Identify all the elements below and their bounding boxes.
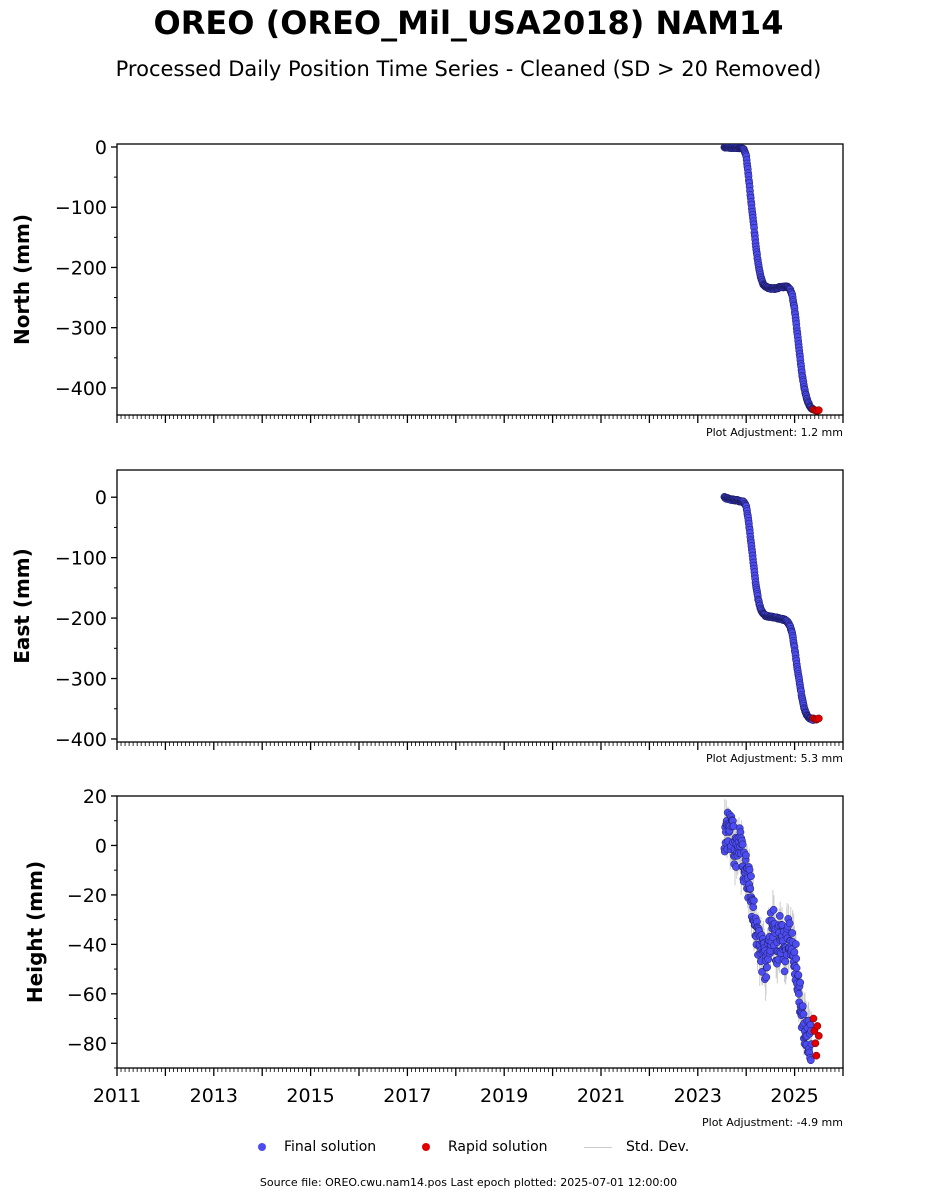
rapid-marker-icon <box>422 1143 430 1151</box>
final-point <box>758 967 766 976</box>
chart-subtitle: Processed Daily Position Time Series - C… <box>115 57 822 81</box>
final-point <box>792 940 800 948</box>
rapid-point <box>814 1032 823 1040</box>
y-tick-label: −20 <box>67 885 107 907</box>
final-point <box>792 954 801 963</box>
data-layer <box>720 799 823 1065</box>
y-tick-label: −400 <box>55 729 107 751</box>
final-point <box>742 851 750 860</box>
legend-std: Std. Dev. <box>584 1136 689 1158</box>
final-point <box>788 929 797 937</box>
y-tick-label: −300 <box>55 318 107 340</box>
y-tick-label: −40 <box>67 934 107 956</box>
x-tick-label: 2011 <box>93 1085 141 1107</box>
y-tick-label: −60 <box>67 984 107 1006</box>
final-point <box>794 990 803 998</box>
final-point <box>796 978 805 987</box>
legend-std-label: Std. Dev. <box>626 1139 690 1155</box>
data-layer <box>720 493 823 724</box>
rapid-point <box>812 1051 821 1060</box>
rapid-point <box>809 1014 818 1023</box>
final-point <box>798 1002 807 1010</box>
plot-adjustment: Plot Adjustment: 5.3 mm <box>706 752 843 765</box>
chart-title: OREO (OREO_Mil_USA2018) NAM14 <box>153 4 784 42</box>
final-point <box>747 872 755 881</box>
x-tick-label: 2013 <box>190 1085 238 1107</box>
legend-final: Final solution <box>258 1136 376 1158</box>
plot-adjustment: Plot Adjustment: 1.2 mm <box>706 426 843 439</box>
y-axis-label: North (mm) <box>10 214 34 345</box>
y-tick-label: −100 <box>55 197 107 219</box>
y-tick-label: −200 <box>55 257 107 279</box>
y-axis-label: Height (mm) <box>23 861 47 1003</box>
final-point <box>762 973 771 982</box>
final-point <box>769 905 778 914</box>
x-tick-label: 2015 <box>286 1085 334 1107</box>
x-tick-label: 2021 <box>577 1085 625 1107</box>
plot-adjustment: Plot Adjustment: -4.9 mm <box>702 1116 843 1129</box>
legend-rapid-label: Rapid solution <box>448 1139 548 1155</box>
source-footer: Source file: OREO.cwu.nam14.pos Last epo… <box>259 1176 678 1189</box>
x-tick-label: 2023 <box>674 1085 722 1107</box>
rapid-point <box>814 406 823 415</box>
final-marker-icon <box>258 1143 266 1151</box>
chart-panel-3: 20 0 −20 −40 −60 −80 2011 2013 2015 2017 2019 2021 2… <box>23 786 844 1129</box>
final-point <box>781 957 790 966</box>
y-tick-label: −200 <box>55 608 107 630</box>
final-point <box>763 963 771 972</box>
final-point <box>750 896 758 905</box>
legend: Final solution Rapid solution Std. Dev. <box>0 1136 937 1158</box>
y-tick-label: 0 <box>95 137 107 159</box>
final-point <box>799 1010 808 1018</box>
rapid-point <box>814 714 823 723</box>
chart-panel-1: 0 −100 −200 −300 −400 North (mm) Plot Adjustme… <box>10 137 844 439</box>
y-tick-label: 0 <box>95 487 107 509</box>
y-tick-label: −300 <box>55 669 107 691</box>
final-point <box>738 840 747 849</box>
final-point <box>792 964 801 972</box>
final-point <box>806 1056 815 1065</box>
data-layer <box>720 144 823 415</box>
y-tick-label: 0 <box>95 835 107 857</box>
final-point <box>746 884 755 893</box>
y-tick-label: −100 <box>55 548 107 570</box>
y-tick-label: 20 <box>83 786 107 808</box>
final-point <box>794 971 803 979</box>
std-line-icon <box>584 1146 612 1148</box>
chart-panel-2: 0 −100 −200 −300 −400 East (mm) Plot Adjustmen… <box>10 469 844 765</box>
final-point <box>749 903 758 912</box>
rapid-point <box>811 1039 820 1048</box>
plot-frame <box>116 469 844 743</box>
final-point <box>775 912 784 920</box>
y-tick-label: −80 <box>67 1033 107 1055</box>
final-point <box>780 967 789 976</box>
x-tick-label: 2019 <box>480 1085 528 1107</box>
legend-rapid: Rapid solution <box>422 1136 548 1158</box>
rapid-point <box>813 1022 822 1030</box>
legend-final-label: Final solution <box>284 1139 377 1155</box>
final-point <box>785 919 794 928</box>
x-tick-label: 2017 <box>383 1085 431 1107</box>
final-point <box>745 865 754 874</box>
y-axis-label: East (mm) <box>10 548 34 664</box>
y-tick-label: −400 <box>55 378 107 400</box>
plot-frame <box>116 143 844 416</box>
x-tick-label: 2025 <box>770 1085 818 1107</box>
